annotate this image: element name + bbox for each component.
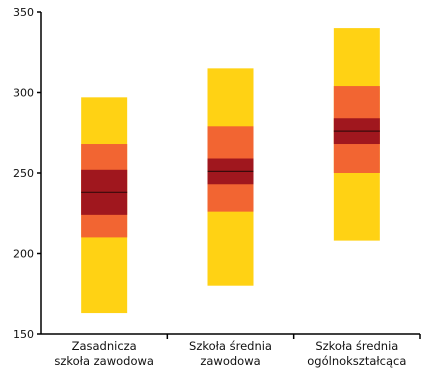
bands-layer (81, 28, 380, 314)
category-band (333, 28, 380, 241)
category-label-line: Szkoła średnia (315, 339, 398, 353)
y-tick-label: 200 (13, 248, 34, 261)
x-axis-ticks (166, 334, 421, 339)
category-label-line: Zasadnicza (72, 339, 137, 353)
y-tick-label: 350 (13, 6, 34, 19)
y-tick-label: 150 (13, 328, 34, 341)
category-label-line: szkoła zawodowa (54, 354, 154, 368)
category-label-line: zawodowa (200, 354, 260, 368)
y-tick-label: 300 (13, 87, 34, 100)
category-label-line: ogólnokształcąca (307, 354, 406, 368)
y-tick-label: 250 (13, 167, 34, 180)
category-band (81, 97, 128, 314)
category-band (207, 68, 254, 286)
category-label-line: Szkoła średnia (189, 339, 272, 353)
y-axis-ticks: 150 200 250 300 350 (13, 6, 41, 341)
